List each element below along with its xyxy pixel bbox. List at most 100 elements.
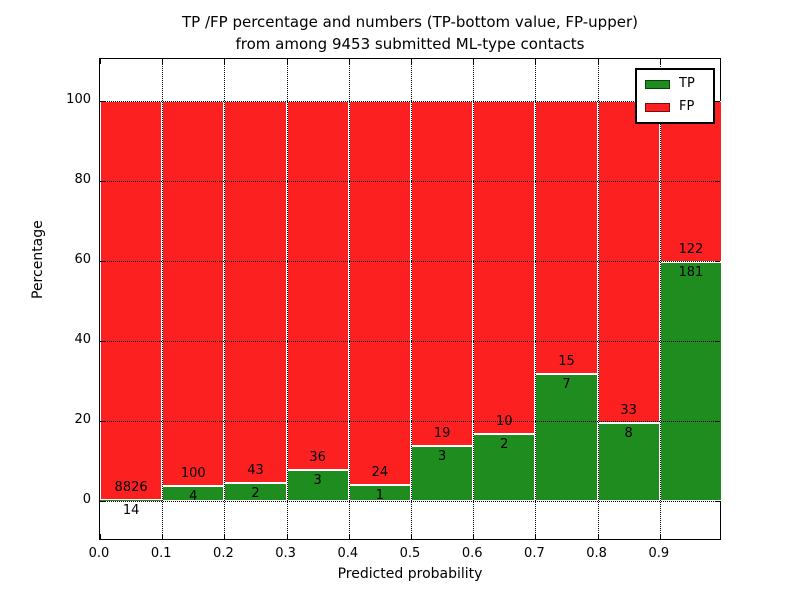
x-tick-bottom xyxy=(535,534,537,539)
legend-label-tp: TP xyxy=(679,76,695,91)
x-tick-label: 0.3 xyxy=(275,546,296,561)
tp-count-label: 3 xyxy=(437,449,447,465)
x-gridline xyxy=(348,59,350,539)
x-tick-bottom xyxy=(224,534,226,539)
y-tick-left xyxy=(100,101,105,102)
x-tick-label: 0.4 xyxy=(337,546,359,561)
fp-color-swatch xyxy=(645,102,670,112)
x-tick-top xyxy=(348,59,350,64)
y-tick-right xyxy=(715,421,720,422)
x-gridline xyxy=(411,59,412,539)
fp-count-label: 43 xyxy=(247,463,264,479)
y-gridline xyxy=(100,261,720,262)
y-tick-left xyxy=(100,341,105,342)
x-tick-label: 0.7 xyxy=(524,546,545,561)
bar-segment-tp xyxy=(659,262,722,501)
x-tick-top xyxy=(411,59,412,64)
tp-count-label: 3 xyxy=(313,473,322,489)
fp-count-label: 36 xyxy=(309,450,326,466)
plot-area: TP FP 8826 14 100 4 43 2 36 3 24 1 19 3 10 2 15 7 33 8 122… xyxy=(99,58,722,540)
x-gridline xyxy=(535,59,537,539)
x-gridline xyxy=(473,59,475,539)
tp-count-label: 7 xyxy=(562,376,571,392)
y-tick-label: 80 xyxy=(74,172,91,187)
y-tick-right xyxy=(715,261,720,262)
y-tick-left xyxy=(100,261,105,262)
tp-count-label: 2 xyxy=(251,486,260,502)
y-tick-left xyxy=(100,501,105,502)
y-tick-label: 60 xyxy=(74,252,91,267)
x-gridline xyxy=(597,59,599,539)
fp-count-label: 122 xyxy=(678,242,704,258)
x-tick-top xyxy=(597,59,599,64)
x-tick-bottom xyxy=(473,534,475,539)
bar-segment-tp xyxy=(597,422,660,501)
bar-segment-fp xyxy=(100,101,163,501)
y-gridline xyxy=(100,501,720,502)
x-tick-top xyxy=(286,59,288,64)
y-tick-right xyxy=(715,341,720,342)
x-tick-label: 0.8 xyxy=(586,546,607,561)
x-tick-label: 0.2 xyxy=(213,546,234,561)
bar-segment-fp xyxy=(411,101,474,447)
chart-title-line2: from among 9453 submitted ML-type contac… xyxy=(235,35,585,53)
fp-count-label: 15 xyxy=(558,353,575,369)
chart-title-line1: TP /FP percentage and numbers (TP-bottom… xyxy=(182,13,638,31)
x-tick-bottom xyxy=(411,534,412,539)
y-tick-label: 20 xyxy=(74,412,91,427)
fp-count-label: 19 xyxy=(433,426,451,442)
y-tick-label: 0 xyxy=(82,492,91,507)
y-gridline xyxy=(100,341,720,342)
chart-title: TP /FP percentage and numbers (TP-bottom… xyxy=(99,11,721,55)
y-gridline xyxy=(100,101,720,102)
tp-count-label: 4 xyxy=(189,488,198,504)
bar-segment-fp xyxy=(535,101,598,374)
fp-count-label: 10 xyxy=(496,414,513,430)
x-tick-top xyxy=(162,59,164,64)
bar-segment-tp xyxy=(286,470,349,501)
x-tick-top xyxy=(100,59,101,64)
y-tick-right xyxy=(715,101,720,102)
bar-segment-tp xyxy=(473,434,536,501)
x-gridline xyxy=(659,59,661,539)
tp-count-label: 2 xyxy=(500,437,509,453)
x-tick-label: 0.5 xyxy=(399,546,421,561)
legend: TP FP xyxy=(635,68,715,124)
fp-count-label: 8826 xyxy=(114,480,148,496)
x-tick-top xyxy=(659,59,661,64)
bar-segment-fp xyxy=(348,101,411,485)
x-tick-top xyxy=(473,59,475,64)
fp-count-label: 24 xyxy=(371,465,389,480)
bar-segment-tp xyxy=(100,500,163,501)
x-gridline xyxy=(162,59,164,539)
y-tick-label: 100 xyxy=(66,92,91,107)
x-tick-bottom xyxy=(348,534,350,539)
tp-count-label: 1 xyxy=(375,488,385,503)
x-tick-label: 0.6 xyxy=(461,546,483,561)
bar-segment-tp xyxy=(535,373,598,501)
y-tick-label: 40 xyxy=(74,332,91,347)
bar-segment-tp xyxy=(411,446,474,501)
x-tick-label: 0.9 xyxy=(648,546,670,561)
legend-entry-fp: FP xyxy=(645,100,705,114)
fp-count-label: 33 xyxy=(620,402,637,418)
bar-segment-fp xyxy=(473,101,536,435)
x-tick-label: 0.1 xyxy=(150,546,172,561)
y-tick-left xyxy=(100,421,105,422)
x-gridline xyxy=(286,59,288,539)
x-tick-top xyxy=(224,59,226,64)
y-gridline xyxy=(100,181,720,182)
x-tick-bottom xyxy=(162,534,164,539)
x-tick-bottom xyxy=(659,534,661,539)
x-tick-label: 0.0 xyxy=(88,546,110,561)
bar-segment-fp xyxy=(286,101,349,471)
x-tick-bottom xyxy=(100,534,101,539)
x-gridline xyxy=(224,59,226,539)
tp-count-label: 14 xyxy=(122,503,140,519)
tp-count-label: 8 xyxy=(624,425,633,441)
x-tick-bottom xyxy=(597,534,599,539)
x-tick-bottom xyxy=(286,534,288,539)
legend-label-fp: FP xyxy=(679,99,695,114)
x-axis-label: Predicted probability xyxy=(337,566,483,582)
